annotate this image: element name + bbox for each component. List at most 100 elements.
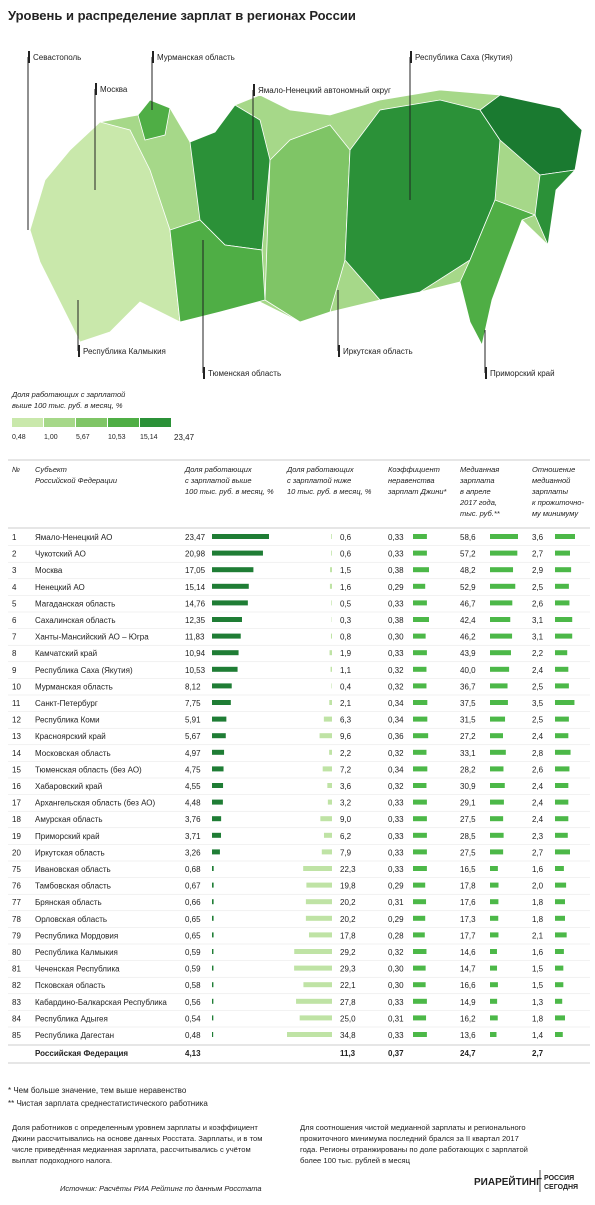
cell-value: 0,36	[388, 732, 404, 741]
cell-bar	[212, 683, 232, 688]
cell-bar	[413, 999, 427, 1004]
cell-value: 2,3	[532, 832, 544, 841]
cell-bar	[413, 733, 428, 738]
row-name: Сахалинская область	[35, 616, 116, 625]
cell-value: 30,9	[460, 782, 476, 791]
legend-break: 5,67	[76, 434, 90, 441]
title: Уровень и распределение зарплат в регион…	[8, 8, 356, 23]
cell-value: 0,66	[185, 898, 201, 907]
map-label: Приморский край	[490, 369, 555, 378]
cell-value: 0,33	[388, 599, 404, 608]
cell-bar	[555, 1015, 565, 1020]
cell-value: 3,1	[532, 616, 544, 625]
table-header: медианной	[532, 476, 571, 485]
logo-main: РИАРЕЙТИНГ	[474, 1175, 542, 1188]
cell-bar	[413, 833, 427, 838]
row-rank: 78	[12, 915, 21, 924]
cell-bar	[555, 899, 565, 904]
cell-bar	[212, 999, 213, 1004]
footnote: ** Чистая зарплата среднестатистического…	[8, 1099, 208, 1108]
cell-bar	[490, 866, 498, 871]
cell-value: 1,6	[532, 948, 544, 957]
cell-bar	[490, 849, 503, 854]
cell-bar	[490, 567, 513, 572]
cell-value: 16,5	[460, 865, 476, 874]
legend-break: 23,47	[174, 433, 195, 442]
legend-break: 15,14	[140, 434, 158, 441]
row-rank: 8	[12, 649, 17, 658]
cell-bar	[413, 932, 425, 937]
cell-bar	[413, 700, 427, 705]
cell-value: 22,1	[340, 981, 356, 990]
cell-value: 0,28	[388, 931, 404, 940]
cell-value: 3,5	[532, 699, 544, 708]
cell-bar	[555, 800, 568, 805]
cell-value: 0,6	[340, 533, 352, 542]
cell-value: 0,32	[388, 749, 404, 758]
cell-bar	[413, 949, 426, 954]
cell-value: 0,29	[388, 882, 404, 891]
cell-bar	[413, 800, 427, 805]
cell-value: 27,5	[460, 815, 476, 824]
cell-value: 5,91	[185, 716, 201, 725]
row-rank: 76	[12, 882, 21, 891]
cell-value: 25,0	[340, 1014, 356, 1023]
table-header: Доля работающих	[184, 465, 252, 474]
cell-bar	[490, 899, 498, 904]
cell-bar	[212, 717, 226, 722]
cell-value: 10,94	[185, 649, 206, 658]
cell-bar	[212, 584, 249, 589]
table-header: Медианная	[460, 465, 499, 474]
cell-bar	[413, 1015, 426, 1020]
cell-bar	[324, 833, 332, 838]
table-header: зарплат Джини*	[387, 487, 448, 496]
map-label: Севастополь	[33, 53, 81, 62]
cell-value: 0,29	[388, 583, 404, 592]
legend-break: 0,48	[12, 434, 26, 441]
cell-value: 0,33	[388, 649, 404, 658]
cell-value: 15,14	[185, 583, 206, 592]
cell-value: 1,8	[532, 1014, 544, 1023]
cell-value: 2,5	[532, 682, 544, 691]
row-name: Архангельская область (без АО)	[35, 799, 155, 808]
cell-value: 2,7	[532, 550, 544, 559]
cell-value: 1,6	[532, 865, 544, 874]
cell-value: 2,5	[532, 583, 544, 592]
legend-swatch	[108, 418, 139, 427]
cell-value: 20,98	[185, 550, 206, 559]
cell-value: 4,75	[185, 765, 201, 774]
cell-value: 0,59	[185, 948, 201, 957]
note: более 100 тыс. рублей в месяц	[300, 1156, 411, 1165]
cell-value: 29,1	[460, 799, 476, 808]
row-name: Камчатский край	[35, 649, 97, 658]
cell-bar	[555, 617, 572, 622]
cell-bar	[413, 650, 427, 655]
cell-value: 1,8	[532, 915, 544, 924]
cell-value: 17,6	[460, 898, 476, 907]
cell-value: 0,33	[388, 799, 404, 808]
cell-bar	[413, 683, 426, 688]
footnote: * Чем больше значение, тем выше неравенс…	[8, 1086, 187, 1095]
cell-bar	[490, 999, 497, 1004]
row-rank: 80	[12, 948, 21, 957]
cell-bar	[330, 567, 332, 572]
cell-bar	[212, 1015, 213, 1020]
cell-value: 40,0	[460, 666, 476, 675]
cell-bar	[490, 551, 517, 556]
row-rank: 81	[12, 965, 21, 974]
cell-value: 2,4	[532, 782, 544, 791]
cell-bar	[287, 1032, 332, 1037]
cell-bar	[490, 584, 515, 589]
cell-bar	[490, 949, 497, 954]
legend-swatch	[76, 418, 107, 427]
cell-value: 27,5	[460, 848, 476, 857]
cell-value: 4,97	[185, 749, 201, 758]
cell-bar	[555, 982, 563, 987]
cell-value: 0,54	[185, 1014, 201, 1023]
cell-bar	[331, 534, 332, 539]
row-name: Российская Федерация	[35, 1049, 128, 1058]
cell-value: 17,8	[460, 882, 476, 891]
table-header: 100 тыс. руб. в месяц, %	[185, 487, 274, 496]
cell-bar	[490, 800, 504, 805]
cell-bar	[212, 650, 239, 655]
